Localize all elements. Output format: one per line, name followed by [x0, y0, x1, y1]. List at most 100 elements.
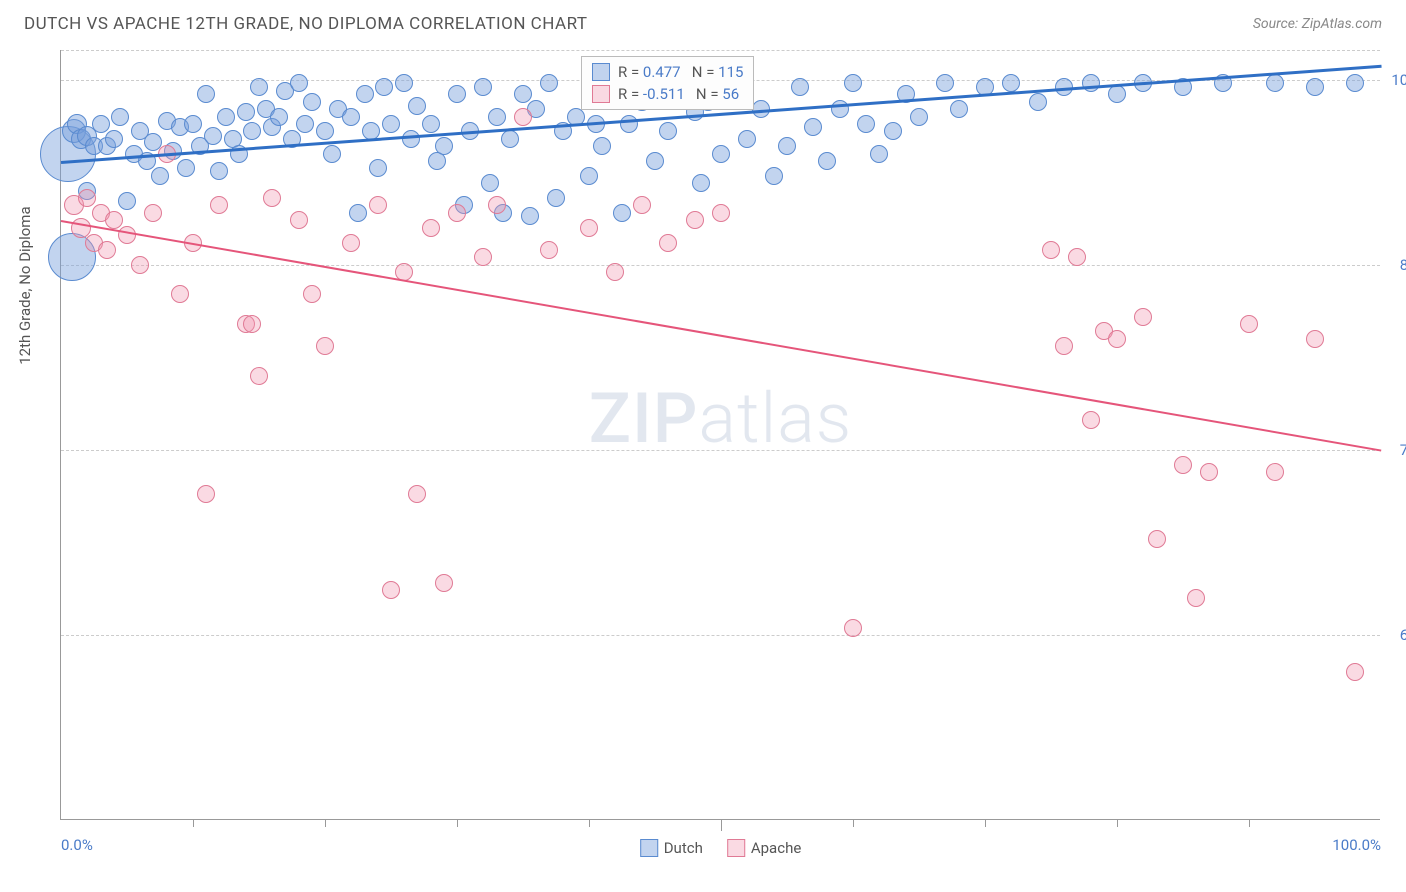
- data-point: [1266, 74, 1284, 92]
- data-point: [217, 108, 235, 126]
- data-point: [369, 196, 387, 214]
- data-point: [712, 204, 730, 222]
- data-point: [501, 130, 519, 148]
- data-point: [263, 189, 281, 207]
- gridline: [61, 635, 1380, 636]
- data-point: [1174, 456, 1192, 474]
- data-point: [342, 108, 360, 126]
- data-point: [323, 145, 341, 163]
- data-point: [1002, 74, 1020, 92]
- data-point: [349, 204, 367, 222]
- data-point: [857, 115, 875, 133]
- x-tick: [1249, 819, 1250, 827]
- data-point: [118, 192, 136, 210]
- data-point: [613, 204, 631, 222]
- series-legend: DutchApache: [640, 839, 802, 857]
- data-point: [1266, 463, 1284, 481]
- data-point: [197, 85, 215, 103]
- legend-text: R = -0.511 N = 56: [618, 85, 739, 103]
- x-tick-label: 100.0%: [1332, 836, 1381, 854]
- gridline: [61, 450, 1380, 451]
- data-point: [606, 263, 624, 281]
- y-tick-label: 62.5%: [1400, 626, 1406, 644]
- legend-row: R = -0.511 N = 56: [592, 83, 743, 105]
- x-tick: [325, 819, 326, 827]
- series-legend-label: Dutch: [664, 839, 703, 857]
- data-point: [118, 226, 136, 244]
- data-point: [92, 115, 110, 133]
- data-point: [98, 241, 116, 259]
- x-tick: [457, 819, 458, 827]
- data-point: [547, 189, 565, 207]
- correlation-legend: R = 0.477 N = 115 R = -0.511 N = 56: [581, 56, 754, 110]
- data-point: [646, 152, 664, 170]
- data-point: [237, 103, 255, 121]
- data-point: [1082, 411, 1100, 429]
- data-point: [250, 78, 268, 96]
- data-point: [1068, 248, 1086, 266]
- data-point: [105, 130, 123, 148]
- data-point: [422, 115, 440, 133]
- data-point: [144, 204, 162, 222]
- data-point: [1346, 74, 1364, 92]
- data-point: [105, 211, 123, 229]
- data-point: [884, 122, 902, 140]
- trend-line: [61, 220, 1381, 451]
- data-point: [540, 241, 558, 259]
- data-point: [382, 581, 400, 599]
- plot-area: ZIPatlas 75.0%100.0%62.5%87.5%0.0%100.0%…: [60, 50, 1380, 820]
- series-legend-item: Dutch: [640, 839, 703, 857]
- data-point: [369, 159, 387, 177]
- data-point: [844, 74, 862, 92]
- data-point: [870, 145, 888, 163]
- data-point: [514, 85, 532, 103]
- chart-header: DUTCH VS APACHE 12TH GRADE, NO DIPLOMA C…: [0, 0, 1406, 44]
- data-point: [243, 122, 261, 140]
- y-tick-label: 100.0%: [1391, 71, 1406, 89]
- data-point: [1108, 330, 1126, 348]
- chart-title: DUTCH VS APACHE 12TH GRADE, NO DIPLOMA C…: [24, 14, 588, 34]
- data-point: [435, 137, 453, 155]
- data-point: [910, 108, 928, 126]
- legend-swatch: [727, 839, 745, 857]
- x-tick: [193, 819, 194, 827]
- data-point: [1306, 78, 1324, 96]
- data-point: [342, 234, 360, 252]
- data-point: [1029, 93, 1047, 111]
- data-point: [659, 234, 677, 252]
- data-point: [1200, 463, 1218, 481]
- x-tick-major: [721, 819, 722, 831]
- legend-swatch: [592, 85, 610, 103]
- data-point: [936, 74, 954, 92]
- data-point: [303, 93, 321, 111]
- data-point: [78, 189, 96, 207]
- x-tick: [853, 819, 854, 827]
- data-point: [356, 85, 374, 103]
- data-point: [177, 159, 195, 177]
- x-tick: [1117, 819, 1118, 827]
- data-point: [1108, 85, 1126, 103]
- data-point: [712, 145, 730, 163]
- data-point: [270, 108, 288, 126]
- data-point: [950, 100, 968, 118]
- y-axis-label: 12th Grade, No Diploma: [16, 206, 34, 364]
- data-point: [151, 167, 169, 185]
- data-point: [375, 78, 393, 96]
- data-point: [514, 108, 532, 126]
- data-point: [448, 204, 466, 222]
- data-point: [844, 619, 862, 637]
- chart-container: 12th Grade, No Diploma ZIPatlas 75.0%100…: [60, 50, 1380, 820]
- y-tick-label: 75.0%: [1400, 441, 1406, 459]
- chart-source: Source: ZipAtlas.com: [1253, 16, 1382, 32]
- data-point: [303, 285, 321, 303]
- data-point: [1187, 589, 1205, 607]
- legend-row: R = 0.477 N = 115: [592, 61, 743, 83]
- data-point: [290, 74, 308, 92]
- data-point: [521, 207, 539, 225]
- data-point: [448, 85, 466, 103]
- data-point: [204, 127, 222, 145]
- data-point: [296, 115, 314, 133]
- gridline: [61, 265, 1380, 266]
- data-point: [778, 137, 796, 155]
- data-point: [580, 219, 598, 237]
